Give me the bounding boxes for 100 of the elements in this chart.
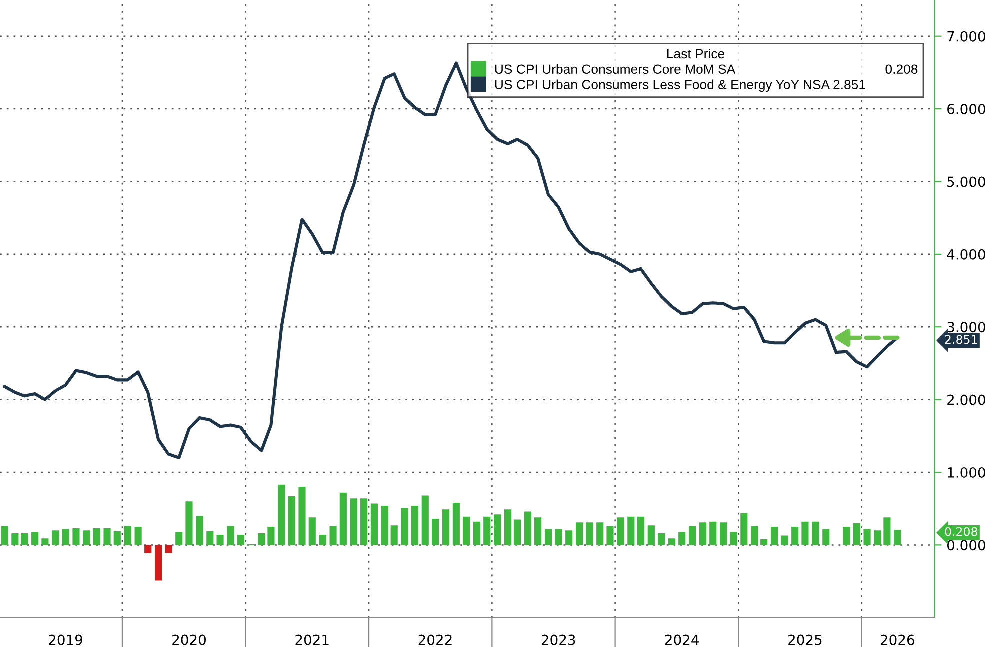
bar: [268, 527, 275, 546]
legend-title: Last Price: [668, 48, 725, 59]
bar: [760, 539, 768, 546]
x-tick-label: 2023: [542, 634, 576, 646]
bar: [237, 535, 244, 546]
bar: [524, 512, 532, 546]
bar: [730, 532, 738, 546]
bar: [822, 529, 830, 546]
x-tick-label: 2022: [418, 634, 452, 646]
bar: [134, 527, 142, 546]
bar: [12, 534, 19, 546]
legend-label: US CPI Urban Consumers Core MoM SA 0.208: [495, 64, 918, 74]
bar: [165, 545, 172, 554]
x-tick-label: 2019: [49, 634, 82, 646]
bar: [176, 532, 183, 546]
x-tick-label: 2024: [665, 634, 699, 646]
bar: [658, 534, 666, 546]
bar: [751, 526, 758, 546]
bar: [93, 528, 100, 546]
bar: [114, 531, 121, 546]
bar: [874, 530, 882, 546]
y-tick-label: 4.000: [947, 249, 985, 260]
bar: [576, 522, 584, 546]
x-tick-label: 2021: [296, 634, 329, 646]
bar: [720, 522, 728, 546]
bar: [330, 526, 337, 546]
y-tick-label: 7.000: [948, 31, 985, 42]
bar: [802, 522, 809, 546]
x-tick-label: 2020: [172, 634, 206, 646]
y-tick-label: 0.000: [947, 540, 985, 551]
bar: [360, 498, 368, 546]
bar: [678, 532, 686, 546]
bar: [308, 518, 316, 546]
bar: [534, 518, 542, 546]
bar: [864, 529, 871, 546]
bar: [258, 534, 266, 546]
bar: [42, 538, 49, 546]
bar: [566, 530, 573, 546]
y-tick-label: 5.000: [948, 176, 985, 188]
bar: [104, 528, 111, 546]
bar: [288, 496, 296, 546]
bar: [710, 522, 717, 546]
bar: [227, 526, 234, 546]
y-tick-label: 6.000: [948, 104, 985, 115]
bar: [699, 522, 707, 546]
bar: [596, 522, 604, 546]
bar: [432, 519, 440, 546]
y-tick-label: 2.000: [948, 394, 985, 406]
bar: [83, 530, 90, 546]
bar: [370, 504, 378, 546]
bar: [206, 531, 214, 546]
bar: [186, 502, 193, 546]
bar: [350, 498, 358, 546]
bar: [853, 523, 860, 546]
bar: [504, 510, 512, 546]
text: 2.851: [945, 335, 978, 344]
legend-label: US CPI Urban Consumers Less Food & Energy YoY NSA 2.851: [495, 80, 866, 92]
bar: [155, 545, 162, 581]
bar: [452, 503, 460, 546]
bar: [340, 492, 347, 546]
bar: [411, 506, 418, 546]
bar: [381, 506, 388, 546]
bar: [637, 516, 644, 546]
bar: [781, 536, 788, 546]
bar: [494, 514, 502, 546]
bar: [196, 516, 204, 546]
bar: [894, 530, 902, 546]
bar: [617, 518, 624, 546]
bar: [555, 529, 562, 546]
bar: [1, 526, 8, 546]
text: 0.208: [945, 527, 978, 536]
bar: [484, 516, 491, 546]
bar: [843, 527, 850, 546]
bar: [62, 529, 70, 546]
bar: [52, 530, 60, 546]
bar: [32, 532, 39, 546]
bar: [668, 538, 676, 546]
bar: [689, 526, 696, 546]
bar: [514, 520, 522, 546]
bar: [586, 522, 594, 546]
bar: [473, 522, 481, 546]
bar: [144, 545, 152, 554]
bar: [216, 535, 224, 546]
y-tick-label: 3.000: [948, 322, 985, 333]
bar: [422, 496, 429, 546]
bar: [442, 510, 450, 546]
bar: [278, 484, 286, 546]
bar: [628, 516, 635, 546]
bar: [544, 529, 552, 546]
bar: [792, 527, 799, 546]
bar: [298, 487, 306, 546]
y-tick-label: 1.000: [948, 467, 985, 478]
bar: [648, 526, 655, 546]
bar: [740, 513, 748, 546]
bar: [124, 526, 132, 546]
bar: [606, 526, 614, 546]
bar: [884, 518, 891, 546]
bar: [72, 528, 80, 546]
bar: [770, 527, 778, 546]
bar: [21, 534, 28, 546]
